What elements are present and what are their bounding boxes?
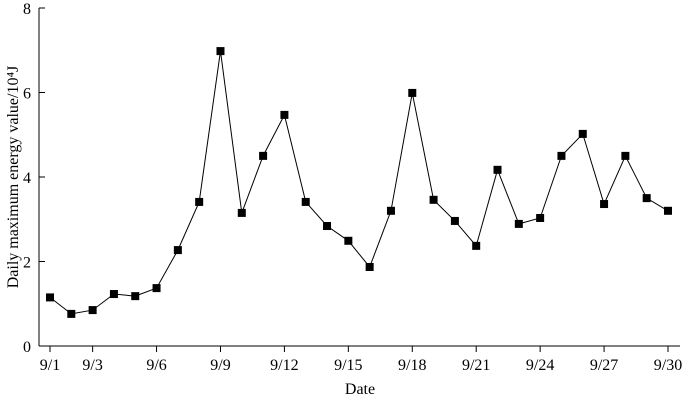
- point: [259, 151, 268, 160]
- y-tick-label: 8: [23, 1, 31, 18]
- x-tick-label: 9/1: [40, 357, 60, 374]
- point: [408, 88, 417, 97]
- x-tick-label: 9/30: [654, 357, 682, 374]
- x-tick-label: 9/21: [462, 357, 490, 374]
- point: [195, 197, 204, 206]
- point: [642, 194, 651, 203]
- point: [386, 206, 395, 215]
- x-tick-label: 9/15: [334, 357, 362, 374]
- point: [472, 241, 481, 250]
- point: [109, 290, 118, 299]
- x-tick-label: 9/9: [210, 357, 230, 374]
- x-tick-label: 9/27: [590, 357, 618, 374]
- point: [578, 129, 587, 138]
- point: [664, 206, 672, 215]
- x-tick-label: 9/24: [526, 357, 554, 374]
- point: [67, 309, 76, 318]
- point: [429, 195, 438, 204]
- x-axis-label: Date: [345, 381, 375, 398]
- x-tick-label: 9/18: [398, 357, 426, 374]
- point: [323, 222, 332, 231]
- point: [557, 151, 566, 160]
- y-tick-label: 2: [23, 255, 31, 272]
- x-tick-label: 9/12: [270, 357, 298, 374]
- point: [173, 246, 182, 255]
- point: [621, 151, 630, 160]
- y-tick-label: 6: [23, 86, 31, 103]
- point: [365, 262, 374, 271]
- point: [344, 236, 353, 245]
- point: [514, 219, 523, 228]
- y-tick-label: 4: [23, 170, 31, 187]
- point: [301, 197, 310, 206]
- point: [280, 110, 289, 119]
- y-tick-label: 0: [23, 339, 31, 356]
- point: [493, 165, 502, 174]
- point: [450, 216, 459, 225]
- point: [88, 306, 97, 315]
- point: [237, 208, 246, 217]
- x-tick-label: 9/6: [146, 357, 166, 374]
- line: [49, 51, 669, 315]
- point: [46, 293, 54, 302]
- point: [536, 213, 545, 222]
- point: [152, 284, 161, 293]
- point: [216, 47, 225, 56]
- x-tick-label: 9/3: [82, 357, 102, 374]
- y-axis-label: Daily maximum energy value/10⁴J: [5, 66, 22, 289]
- point: [131, 292, 140, 301]
- point: [600, 200, 609, 209]
